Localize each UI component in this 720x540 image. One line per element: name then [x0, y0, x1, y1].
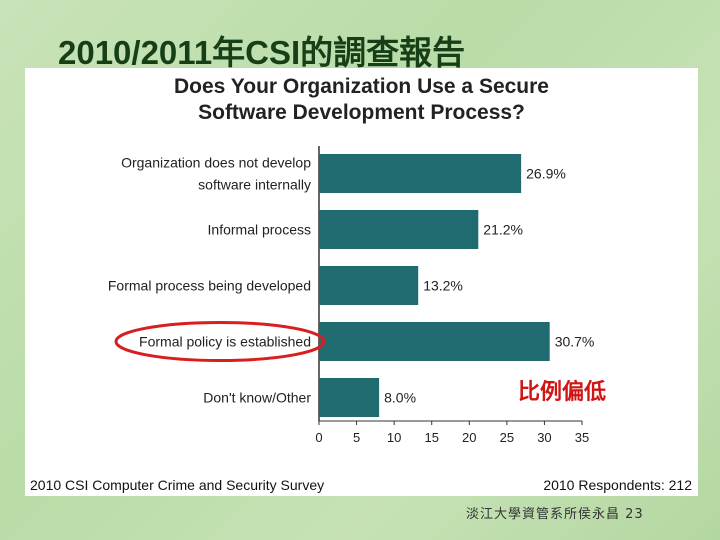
bar-chart: 26.9% Organization does not develop softwa…	[108, 146, 595, 445]
slide-title: 2010/2011年CSI的調查報告	[58, 34, 466, 71]
value-label: 30.7%	[555, 334, 595, 350]
x-tick-label: 25	[500, 430, 514, 445]
value-label: 8.0%	[384, 390, 416, 406]
value-label: 13.2%	[423, 278, 463, 294]
chart-title-line-1: Does Your Organization Use a Secure	[173, 75, 549, 98]
category-label: software internally	[198, 177, 311, 193]
x-tick-label: 15	[424, 430, 438, 445]
annotation-text: 比例偏低	[518, 380, 607, 405]
x-tick-label: 35	[575, 430, 589, 445]
bar	[319, 154, 522, 193]
bar	[319, 322, 550, 361]
chart-title-line-2: Software Development Process?	[198, 101, 525, 124]
chart-panel: Does Your Organization Use a Secure Soft…	[25, 68, 698, 496]
bar	[319, 266, 419, 305]
respondents-label: 2010 Respondents: 212	[543, 477, 692, 493]
value-label: 21.2%	[483, 222, 523, 238]
x-tick-label: 30	[537, 430, 551, 445]
slide-footer: 淡江大學資管系所侯永昌 23	[466, 507, 644, 522]
x-tick-label: 10	[387, 430, 401, 445]
x-tick-label: 20	[462, 430, 476, 445]
chart-title: Does Your Organization Use a Secure Soft…	[25, 74, 698, 126]
value-label: 26.9%	[526, 166, 566, 182]
bar	[319, 378, 380, 417]
x-tick-label: 0	[315, 430, 322, 445]
category-label: Formal policy is established	[139, 334, 311, 350]
highlight-ellipse	[114, 321, 326, 362]
category-label: Organization does not develop	[121, 155, 311, 171]
x-tick-label: 5	[353, 430, 360, 445]
source-label: 2010 CSI Computer Crime and Security Sur…	[30, 477, 325, 493]
category-label: Informal process	[208, 222, 311, 238]
category-label: Don't know/Other	[203, 390, 311, 406]
category-label: Formal process being developed	[108, 278, 311, 294]
bar	[319, 210, 479, 249]
